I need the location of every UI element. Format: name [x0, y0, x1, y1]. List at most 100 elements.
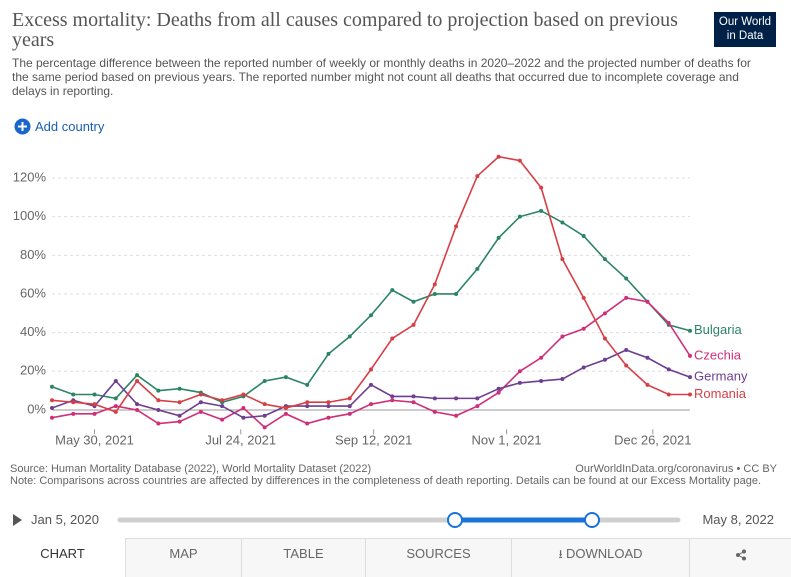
logo-line: Our World	[718, 16, 772, 28]
source: Source: Human Mortality Database (2022),…	[10, 463, 372, 475]
data-point	[688, 375, 692, 380]
data-point	[539, 378, 544, 383]
data-point	[666, 392, 671, 397]
data-point	[220, 398, 225, 403]
y-tick-label: 80%	[20, 247, 46, 262]
data-point	[645, 382, 650, 387]
data-point	[305, 382, 310, 387]
data-point	[283, 375, 288, 380]
data-point	[517, 214, 522, 219]
data-point	[475, 266, 480, 271]
data-point	[283, 411, 288, 416]
data-point	[113, 378, 118, 383]
data-point	[50, 384, 54, 389]
series-label: Bulgaria	[694, 322, 742, 337]
data-point	[390, 288, 395, 293]
data-point	[539, 208, 544, 213]
data-point	[177, 386, 182, 391]
timeline-handle[interactable]	[447, 512, 463, 528]
logo-line: in Data	[726, 30, 764, 42]
data-point	[454, 291, 459, 296]
data-point	[198, 400, 203, 405]
add-country-label: Add country	[35, 119, 105, 134]
tab[interactable]: CHART	[0, 538, 125, 577]
data-point	[688, 328, 692, 333]
data-point	[198, 409, 203, 414]
data-point	[50, 415, 54, 420]
data-point	[50, 406, 54, 411]
data-point	[305, 421, 310, 426]
timeline-handle[interactable]	[584, 512, 600, 528]
note: Note: Comparisons across countries are a…	[10, 475, 762, 487]
data-point	[347, 404, 352, 409]
timeline-end: May 8, 2022	[702, 512, 774, 527]
source-link[interactable]: OurWorldInData.org/coronavirus • CC BY	[575, 463, 777, 475]
data-point	[411, 394, 416, 399]
data-point	[92, 411, 97, 416]
data-point	[305, 404, 310, 409]
data-point	[517, 380, 522, 385]
data-point	[645, 299, 650, 304]
data-point	[220, 417, 225, 422]
timeline-start: Jan 5, 2020	[31, 512, 99, 527]
data-point	[666, 320, 671, 325]
subtitle: The percentage difference between the re…	[12, 56, 751, 98]
series-line	[51, 210, 691, 404]
data-point	[113, 409, 118, 414]
timeline	[13, 512, 681, 528]
data-point	[602, 336, 607, 341]
data-point	[432, 396, 437, 401]
data-point	[539, 185, 544, 190]
data-point	[347, 396, 352, 401]
data-point	[156, 407, 161, 412]
data-point	[283, 406, 288, 411]
data-point	[390, 336, 395, 341]
data-point	[496, 386, 501, 391]
data-point	[177, 413, 182, 418]
data-point	[432, 409, 437, 414]
data-point	[432, 282, 437, 287]
data-point	[411, 299, 416, 304]
data-point	[135, 373, 140, 378]
data-point	[262, 378, 267, 383]
data-point	[177, 419, 182, 424]
y-tick-label: 60%	[20, 285, 46, 300]
data-point	[411, 400, 416, 405]
data-point	[262, 402, 267, 407]
data-point	[475, 174, 480, 179]
data-point	[92, 392, 97, 397]
tab[interactable]: ⭳ DOWNLOAD	[511, 538, 689, 577]
data-point	[411, 322, 416, 327]
y-tick-label: 100%	[13, 208, 47, 223]
data-point	[517, 369, 522, 374]
data-point	[560, 220, 565, 225]
data-point	[496, 154, 501, 159]
data-point	[581, 326, 586, 331]
tab[interactable]: TABLE	[241, 538, 365, 577]
data-point	[496, 235, 501, 240]
data-point	[220, 404, 225, 409]
data-point	[517, 158, 522, 163]
chart: 0% 20% 40% 60% 80% 100% 120% May 30, 2021 Jul 24…	[13, 154, 748, 448]
tab[interactable]: SOURCES	[365, 538, 511, 577]
data-point	[177, 400, 182, 405]
data-point	[581, 365, 586, 370]
data-point	[241, 406, 246, 411]
series-label: Germany	[694, 369, 748, 384]
data-point	[305, 400, 310, 405]
play-button[interactable]	[13, 514, 22, 526]
y-tick-label: 20%	[20, 363, 46, 378]
data-point	[113, 396, 118, 401]
data-point	[602, 311, 607, 316]
data-point	[602, 357, 607, 362]
share-tab[interactable]	[689, 538, 791, 577]
data-point	[688, 353, 692, 358]
data-point	[71, 400, 76, 405]
x-tick-label: Jul 24, 2021	[205, 433, 276, 448]
data-point	[390, 394, 395, 399]
add-country-button[interactable]: Add country	[14, 118, 104, 135]
tab[interactable]: MAP	[125, 538, 241, 577]
data-point	[560, 377, 565, 382]
logo[interactable]: Our World in Data	[714, 12, 776, 47]
